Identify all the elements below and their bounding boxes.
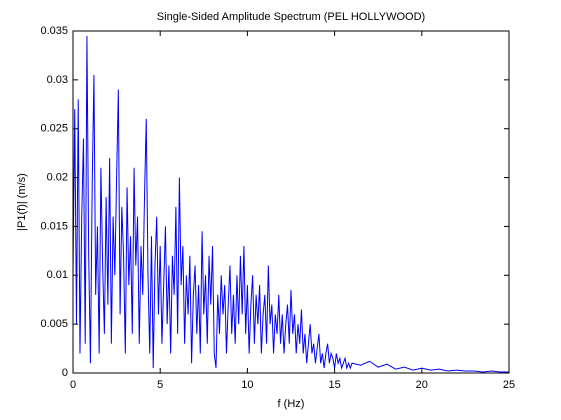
x-tick-label: 25 <box>503 379 515 391</box>
y-tick-label: 0.02 <box>47 171 68 183</box>
y-tick-label: 0.035 <box>40 25 68 37</box>
y-tick-label: 0.01 <box>47 269 68 281</box>
chart-title: Single-Sided Amplitude Spectrum (PEL HOL… <box>157 11 425 23</box>
x-axis-label: f (Hz) <box>278 398 305 410</box>
x-tick-label: 10 <box>241 379 253 391</box>
x-tick-label: 15 <box>328 379 340 391</box>
y-axis-label: |P1(f)| (m/s) <box>16 173 28 231</box>
y-tick-label: 0.005 <box>40 318 68 330</box>
x-tick-label: 20 <box>416 379 428 391</box>
x-tick-label: 0 <box>70 379 76 391</box>
spectrum-line <box>72 35 509 373</box>
y-tick-label: 0.03 <box>47 74 68 86</box>
plot-frame <box>72 30 510 374</box>
y-tick-label: 0 <box>62 367 68 379</box>
x-tick-label: 5 <box>157 379 163 391</box>
y-tick-label: 0.015 <box>40 220 68 232</box>
y-tick-label: 0.025 <box>40 123 68 135</box>
